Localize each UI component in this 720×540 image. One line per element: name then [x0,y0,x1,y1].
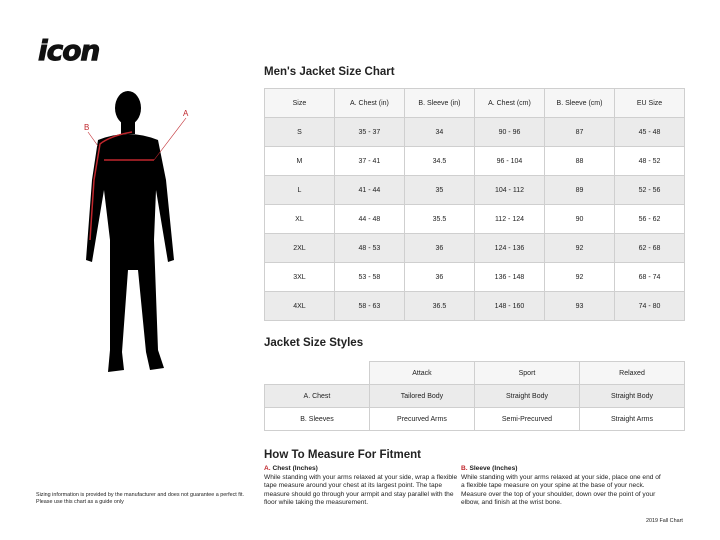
empty-cell [264,361,370,385]
sleeve-letter: B. [461,465,468,472]
table-row: L 41 - 44 35 104 - 112 89 52 - 56 [264,175,685,205]
cell: 89 [543,175,616,205]
cell: 90 - 96 [473,117,545,147]
cell: 52 - 56 [614,175,685,205]
table-row: A. Chest Tailored Body Straight Body Str… [264,384,685,408]
table-row: M 37 - 41 34.5 96 - 104 88 48 - 52 [264,146,685,176]
header-cell: Size [264,88,335,118]
disclaimer: Sizing information is provided by the ma… [36,492,244,506]
cell: 34.5 [403,146,475,176]
cell: 35 [403,175,475,205]
cell: 58 - 63 [333,291,405,321]
cell: 124 - 136 [473,233,545,263]
cell: 48 - 53 [333,233,405,263]
chart-edition: 2019 Fall Chart [646,518,683,524]
cell: 35.5 [403,204,475,234]
chest-title: Chest (Inches) [272,465,318,472]
cell: M [264,146,335,176]
cell: 44 - 48 [333,204,405,234]
cell: 48 - 52 [614,146,685,176]
table-row: XL 44 - 48 35.5 112 - 124 90 56 - 62 [264,204,685,234]
cell: Straight Arms [579,407,685,431]
label-a: A [183,109,189,118]
cell: 93 [543,291,616,321]
chest-letter: A. [264,465,271,472]
chest-text: While standing with your arms relaxed at… [264,473,458,507]
table-header-row: Attack Sport Relaxed [264,361,685,385]
header-cell: Relaxed [579,361,685,385]
cell: Precurved Arms [368,407,475,431]
cell: XL [264,204,335,234]
table-header-row: Size A. Chest (in) B. Sleeve (in) A. Che… [264,88,685,118]
label-b: B [84,123,89,132]
disclaimer-line: Sizing information is provided by the ma… [36,492,244,498]
cell: 62 - 68 [614,233,685,263]
cell: 34 [403,117,475,147]
disclaimer-line: Please use this chart as a guide only [36,499,124,505]
icon-logo: icon [38,36,101,66]
header-cell: B. Sleeve (in) [403,88,475,118]
table-row: B. Sleeves Precurved Arms Semi-Precurved… [264,407,685,431]
header-cell: Sport [473,361,581,385]
header-cell: A. Chest (cm) [473,88,545,118]
table-row: 2XL 48 - 53 36 124 - 136 92 62 - 68 [264,233,685,263]
cell: Semi-Precurved [473,407,581,431]
cell: 136 - 148 [473,262,545,292]
table-row: 4XL 58 - 63 36.5 148 - 160 93 74 - 80 [264,291,685,321]
cell: 3XL [264,262,335,292]
cell: 104 - 112 [473,175,545,205]
cell: 53 - 58 [333,262,405,292]
header-cell: EU Size [614,88,685,118]
cell: Tailored Body [368,384,475,408]
table-row: 3XL 53 - 58 36 136 - 148 92 68 - 74 [264,262,685,292]
cell: 35 - 37 [333,117,405,147]
cell: 92 [543,262,616,292]
svg-text:icon: icon [38,36,99,66]
table-row: S 35 - 37 34 90 - 96 87 45 - 48 [264,117,685,147]
cell: 56 - 62 [614,204,685,234]
sleeve-instructions: B. Sleeve (Inches) While standing with y… [461,465,661,508]
header-cell: Attack [368,361,475,385]
cell: 37 - 41 [333,146,405,176]
styles-title: Jacket Size Styles [264,337,364,349]
cell: Straight Body [579,384,685,408]
cell: A. Chest [264,384,370,408]
size-chart-table: Size A. Chest (in) B. Sleeve (in) A. Che… [264,88,685,321]
cell: B. Sleeves [264,407,370,431]
cell: Straight Body [473,384,581,408]
cell: 148 - 160 [473,291,545,321]
cell: 96 - 104 [473,146,545,176]
cell: 87 [543,117,616,147]
cell: 90 [543,204,616,234]
cell: 36 [403,233,475,263]
cell: L [264,175,335,205]
sleeve-text: While standing with your arms relaxed at… [461,473,661,507]
cell: 68 - 74 [614,262,685,292]
cell: 2XL [264,233,335,263]
body-measurement-figure: A B [84,91,189,372]
cell: 4XL [264,291,335,321]
cell: 74 - 80 [614,291,685,321]
cell: 92 [543,233,616,263]
measure-title: How To Measure For Fitment [264,449,421,461]
size-chart-title: Men's Jacket Size Chart [264,66,395,78]
chest-instructions: A. Chest (Inches) While standing with yo… [264,465,464,508]
cell: 88 [543,146,616,176]
header-cell: A. Chest (in) [333,88,405,118]
cell: 36 [403,262,475,292]
cell: S [264,117,335,147]
header-cell: B. Sleeve (cm) [543,88,616,118]
sleeve-title: Sleeve (Inches) [469,465,518,472]
cell: 41 - 44 [333,175,405,205]
styles-table: Attack Sport Relaxed A. Chest Tailored B… [264,361,685,431]
cell: 112 - 124 [473,204,545,234]
cell: 36.5 [403,291,475,321]
cell: 45 - 48 [614,117,685,147]
